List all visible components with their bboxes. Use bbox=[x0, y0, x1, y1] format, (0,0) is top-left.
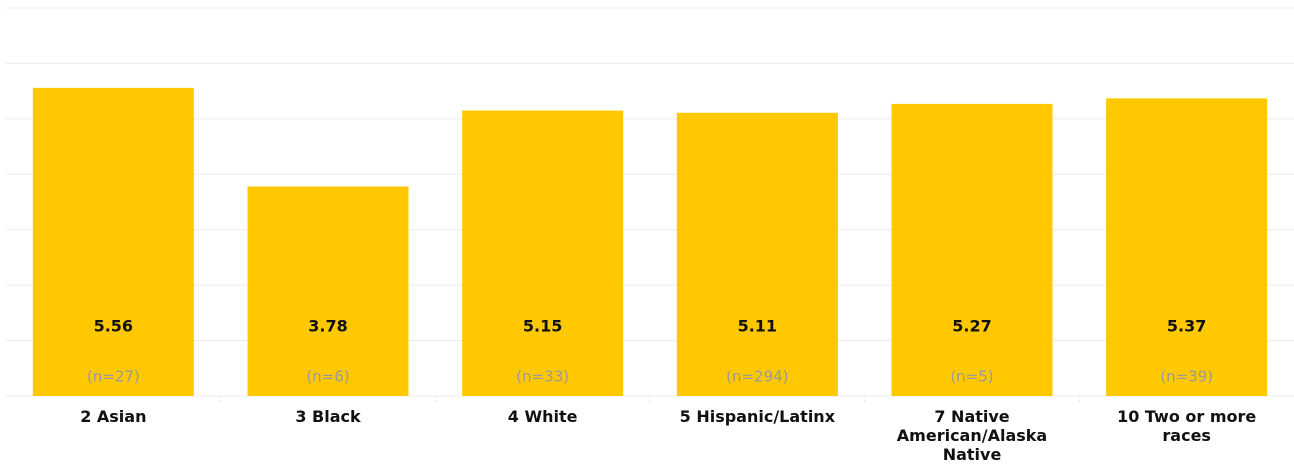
sample-size: (n=294) bbox=[726, 368, 788, 386]
bar bbox=[462, 110, 624, 397]
x-tick-label: 2 Asian bbox=[80, 407, 146, 426]
label-line: 5 Hispanic/Latinx bbox=[680, 407, 836, 426]
sample-size: (n=6) bbox=[306, 368, 349, 386]
value-label: 5.11 bbox=[738, 317, 777, 336]
bar bbox=[247, 186, 409, 396]
label-line: American/Alaska bbox=[897, 426, 1047, 445]
sample-size: (n=27) bbox=[87, 368, 140, 386]
label-line: Native bbox=[943, 445, 1002, 464]
bar bbox=[1106, 98, 1268, 396]
value-label: 5.15 bbox=[523, 317, 562, 336]
label-line: 4 White bbox=[508, 407, 578, 426]
bar bbox=[676, 112, 838, 396]
label-line: 10 Two or more bbox=[1117, 407, 1256, 426]
value-label: 3.78 bbox=[308, 317, 347, 336]
value-label: 5.37 bbox=[1167, 317, 1206, 336]
sample-size: (n=5) bbox=[950, 368, 993, 386]
sample-size: (n=39) bbox=[1160, 368, 1213, 386]
sample-size: (n=33) bbox=[516, 368, 569, 386]
bar bbox=[32, 87, 194, 397]
bar bbox=[891, 103, 1053, 397]
label-line: races bbox=[1162, 426, 1211, 445]
label-line: 3 Black bbox=[295, 407, 361, 426]
value-label: 5.27 bbox=[952, 317, 991, 336]
x-tick-label: 3 Black bbox=[295, 407, 361, 426]
x-tick-label: 10 Two or more races bbox=[1117, 407, 1256, 445]
x-tick-label: 4 White bbox=[508, 407, 578, 426]
x-tick-label: 5 Hispanic/Latinx bbox=[680, 407, 836, 426]
x-tick-label: 7 Native American/Alaska Native bbox=[897, 407, 1047, 464]
value-label: 5.56 bbox=[94, 317, 133, 336]
label-line: 7 Native bbox=[934, 407, 1009, 426]
label-line: 2 Asian bbox=[80, 407, 146, 426]
